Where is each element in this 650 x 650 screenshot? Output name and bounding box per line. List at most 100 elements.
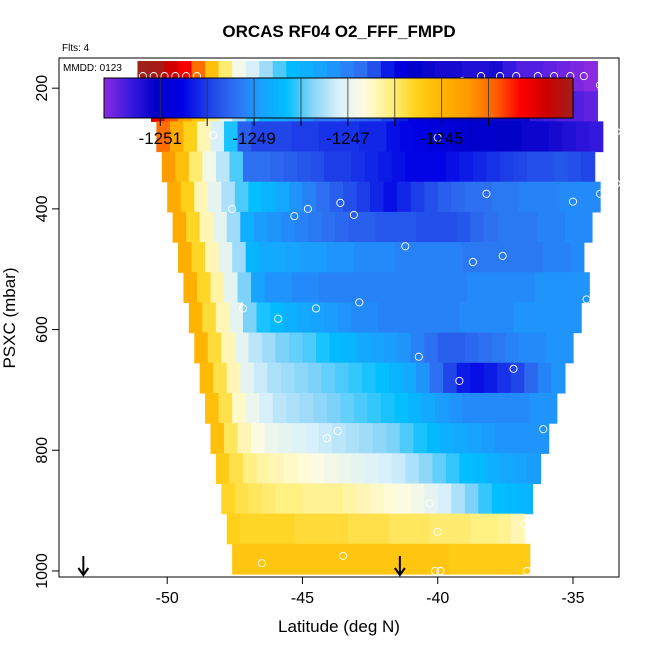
heatmap-cell [362,211,377,243]
heatmap-cell [570,91,585,122]
heatmap-cell [383,332,398,364]
heatmap-cell [426,423,442,454]
heatmap-cell [513,302,528,334]
heatmap-cell [221,181,236,213]
heatmap-cell [372,423,387,454]
heatmap-cell [256,302,271,334]
heatmap-cell [297,302,312,334]
heatmap-cell [467,423,482,454]
sample-point [596,189,605,198]
heatmap-cell [305,272,320,304]
heatmap-cell [467,121,482,153]
heatmap-cell [310,453,325,485]
heatmap-cell [410,332,425,364]
heatmap-cell [291,121,306,153]
heatmap-cell [332,423,347,454]
heatmap-cell [559,332,574,364]
heatmap-cell [299,242,314,273]
heatmap-cell [226,211,241,243]
heatmap-cell [586,181,601,213]
heatmap-cell [251,272,266,304]
sample-point [612,127,621,136]
flight-arrow [77,556,90,577]
heatmap-cell [478,483,493,515]
heatmap-cell [505,332,520,364]
heatmap-cell [175,151,190,183]
heatmap-cell [202,151,217,183]
x-axis-label: Latitude (deg N) [278,617,400,636]
heatmap-cell [394,392,409,424]
heatmap-cell [318,423,333,454]
sample-points [138,72,621,576]
heatmap-cell [462,392,477,424]
heatmap-cell [516,392,531,424]
heatmap-cell [418,302,433,334]
heatmap-cell [226,362,241,394]
heatmap-cell [494,272,509,304]
heatmap-cell [313,543,328,575]
heatmap-cell [524,362,539,394]
heatmap-cell [573,181,588,213]
heatmap-cell [499,302,515,334]
heatmap-cell [372,272,387,304]
heatmap-cell [334,362,350,394]
heatmap-cell [532,181,547,213]
heatmap-cell [372,121,387,153]
sample-point [498,251,507,260]
heatmap-cell [356,483,371,515]
heatmap-cell [305,423,320,454]
heatmap-cell [232,392,247,424]
heatmap-cell [307,211,323,243]
heatmap-cell [210,121,225,153]
heatmap-cell [326,242,341,273]
sample-point [228,204,237,213]
heatmap-cell [472,151,488,183]
heatmap-cell [524,211,539,243]
heatmap-cell [451,181,466,213]
heatmap-cell [386,423,401,454]
heatmap-cell [529,392,544,424]
heatmap-cell [378,302,393,334]
heatmap-cell [383,181,398,213]
heatmap-cell [410,181,425,213]
y-tick-label: 200 [34,75,51,102]
heatmap-cell [562,121,577,153]
heatmap-cell [386,121,401,153]
sample-point [468,257,477,267]
heatmap-cell [410,483,425,515]
x-tick-label: -50 [156,590,179,607]
heatmap-cell [237,121,252,153]
heatmap-cell [407,543,423,575]
heatmap-cell [215,151,231,183]
heatmap-cell [489,543,504,575]
heatmap-cell [432,302,447,334]
heatmap-cell [294,211,309,243]
sample-point [355,298,364,307]
heatmap-cell [299,392,314,424]
heatmap-cell [448,543,463,575]
heatmap-cell [491,181,506,213]
sample-point [339,551,348,560]
heatmap-cell [324,302,339,334]
heatmap-cell [272,543,287,575]
heatmap-cell [253,362,268,394]
heatmap-cell [516,242,531,273]
heatmap-cell [183,121,198,153]
heatmap-cell [213,211,228,243]
heatmap-cell [575,121,590,153]
heatmap-cell [540,151,555,183]
x-axis: -50 -45 -40 -35 [156,577,585,607]
heatmap-cell [367,543,382,575]
heatmap-cell [210,423,225,454]
heatmap-cell [437,483,452,515]
heatmap-cell [521,272,536,304]
heatmap-cell [459,151,474,183]
heatmap-cell [196,121,212,153]
heatmap-cell [242,453,258,485]
heatmap-cell [272,242,287,273]
heatmap-cell [194,332,209,364]
heatmap-cell [286,242,301,273]
chart-title: ORCAS RF04 O2_FFF_FMPD [222,22,455,41]
heatmap-cell [543,392,558,424]
heatmap-cell [508,423,523,454]
